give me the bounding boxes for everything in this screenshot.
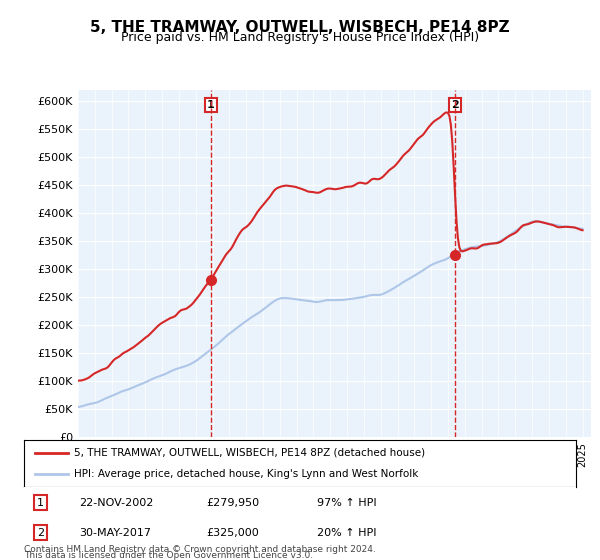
Text: This data is licensed under the Open Government Licence v3.0.: This data is licensed under the Open Gov… xyxy=(24,551,313,560)
Text: 30-MAY-2017: 30-MAY-2017 xyxy=(79,528,151,538)
Text: £325,000: £325,000 xyxy=(206,528,259,538)
Text: 1: 1 xyxy=(207,100,215,110)
Text: 97% ↑ HPI: 97% ↑ HPI xyxy=(317,498,376,507)
Text: 22-NOV-2002: 22-NOV-2002 xyxy=(79,498,154,507)
Text: 5, THE TRAMWAY, OUTWELL, WISBECH, PE14 8PZ: 5, THE TRAMWAY, OUTWELL, WISBECH, PE14 8… xyxy=(90,20,510,35)
Text: HPI: Average price, detached house, King's Lynn and West Norfolk: HPI: Average price, detached house, King… xyxy=(74,469,418,479)
Text: 2: 2 xyxy=(451,100,458,110)
Text: Price paid vs. HM Land Registry's House Price Index (HPI): Price paid vs. HM Land Registry's House … xyxy=(121,31,479,44)
Text: Contains HM Land Registry data © Crown copyright and database right 2024.: Contains HM Land Registry data © Crown c… xyxy=(24,545,376,554)
Text: 2: 2 xyxy=(37,528,44,538)
Text: 5, THE TRAMWAY, OUTWELL, WISBECH, PE14 8PZ (detached house): 5, THE TRAMWAY, OUTWELL, WISBECH, PE14 8… xyxy=(74,448,425,458)
Text: 20% ↑ HPI: 20% ↑ HPI xyxy=(317,528,376,538)
Text: £279,950: £279,950 xyxy=(206,498,259,507)
Text: 1: 1 xyxy=(37,498,44,507)
